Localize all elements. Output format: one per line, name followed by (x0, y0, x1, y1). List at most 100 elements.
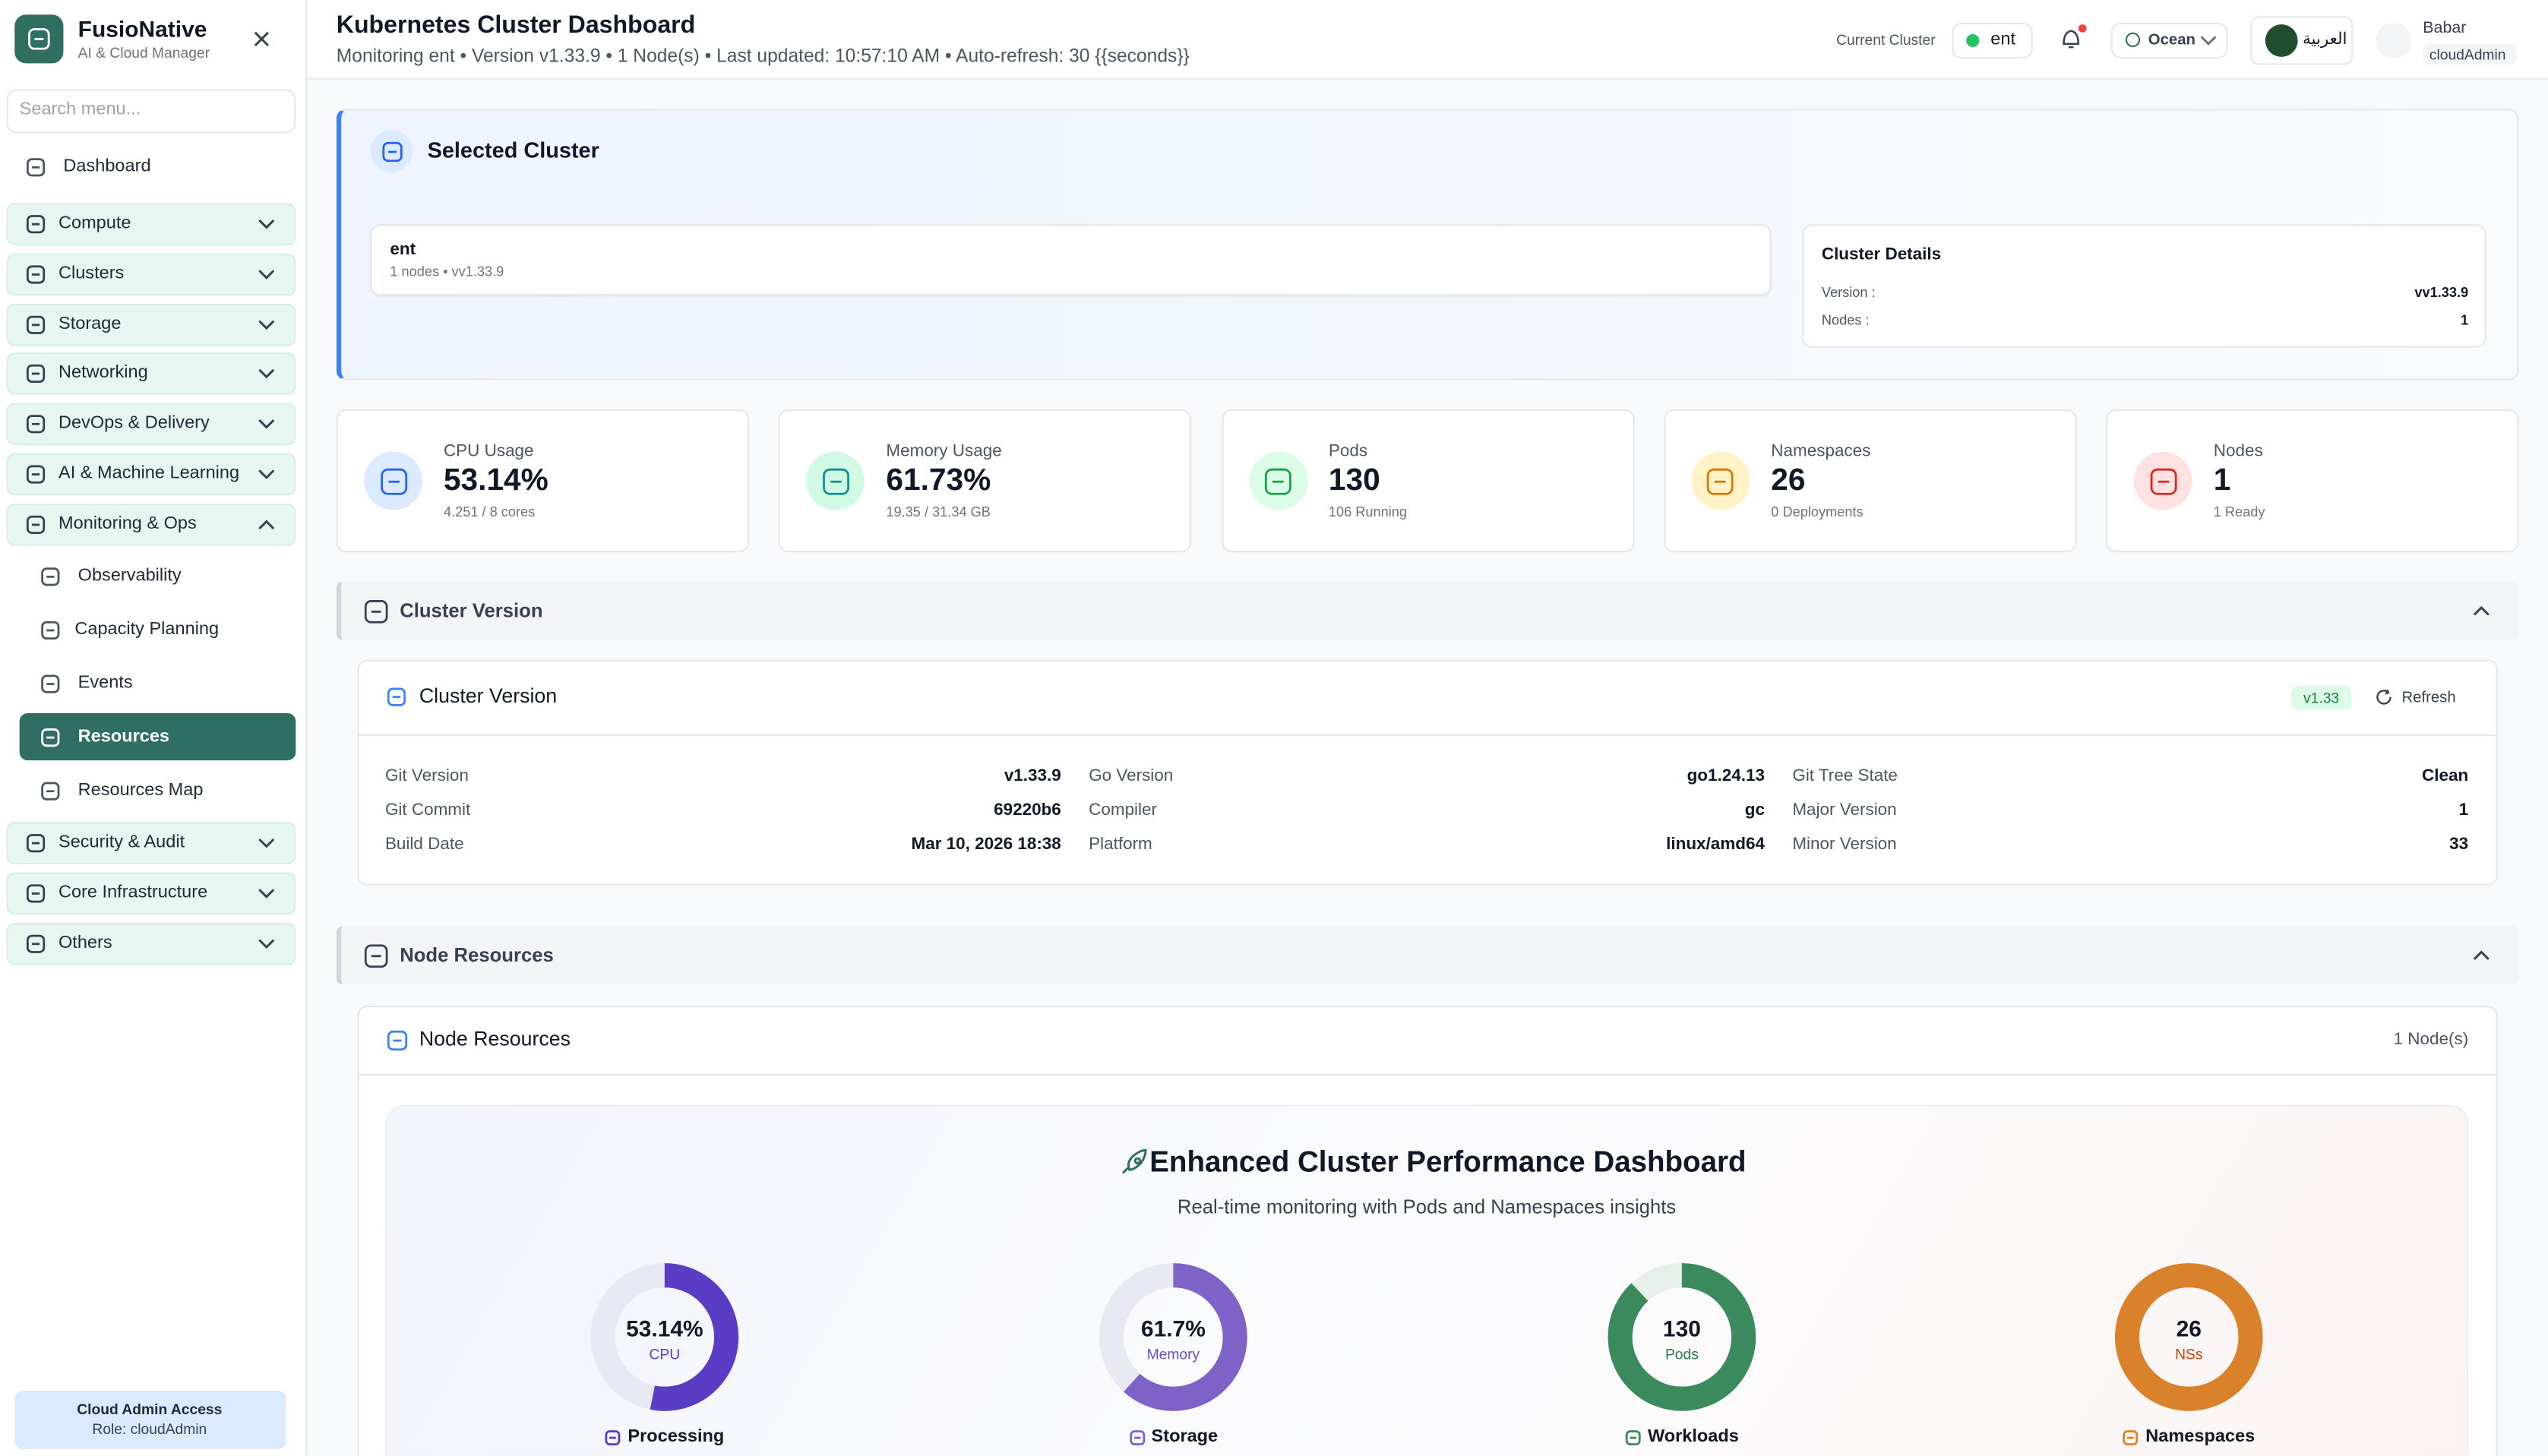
field-label: Minor Version (1792, 834, 1897, 854)
field-label: Git Tree State (1792, 766, 1898, 786)
field-label: Git Version (384, 766, 469, 786)
card-divider (357, 734, 2498, 736)
gauge-arc (1608, 1263, 1756, 1411)
nav-group[interactable] (6, 872, 296, 915)
header (307, 0, 2548, 80)
nav-group-label: Networking (58, 363, 148, 384)
gauge-caption: Workloads (1647, 1426, 1739, 1447)
icon-shape (41, 621, 60, 640)
nav-group[interactable] (6, 822, 296, 864)
field-value: Clean (2422, 766, 2469, 786)
section-title: Selected Cluster (427, 137, 599, 163)
icon (41, 728, 60, 747)
theme-pill[interactable] (2110, 22, 2228, 59)
gauge-unit: CPU (649, 1346, 681, 1363)
stat-sub: 1 Ready (2213, 503, 2265, 520)
stat-sub: 19.35 / 31.34 GB (886, 503, 991, 520)
nav-active[interactable] (19, 713, 296, 761)
refresh-button: Refresh (2401, 688, 2456, 707)
avatar[interactable] (2376, 22, 2412, 59)
nav-group-label: Storage (58, 313, 122, 333)
field-value: go1.24.13 (1687, 766, 1765, 786)
nav-group[interactable] (6, 353, 296, 396)
section-header[interactable] (336, 581, 2519, 640)
nav-group[interactable] (6, 253, 296, 295)
stat-label: Nodes (2213, 441, 2263, 461)
chevron (258, 220, 274, 229)
icon (363, 599, 387, 623)
close-icon (254, 31, 269, 46)
icon (1707, 467, 1734, 494)
gauge (590, 1263, 739, 1411)
status-dot (1966, 33, 1980, 48)
refresh-icon (2376, 689, 2392, 705)
icon (41, 621, 60, 640)
nav-group[interactable] (6, 303, 296, 346)
field-label: Platform (1089, 834, 1152, 854)
nav-group[interactable] (6, 453, 296, 496)
nav-sub-label: Resources (77, 727, 170, 747)
icon (26, 365, 46, 384)
icon (1129, 1430, 1145, 1445)
stat-value: 26 (1771, 463, 1806, 498)
nav-group[interactable] (6, 203, 296, 245)
nav-group[interactable] (6, 922, 296, 965)
cluster-pill[interactable] (1951, 22, 2033, 59)
field-value: 69220b6 (994, 800, 1061, 820)
cluster-option[interactable] (370, 224, 1772, 296)
version-card (357, 659, 2498, 886)
version-badge-text: v1.33 (2303, 689, 2340, 706)
card-title: Node Resources (419, 1027, 571, 1050)
chevron (258, 270, 274, 280)
details-title: Cluster Details (1821, 245, 1942, 265)
cluster-option-name: ent (390, 239, 416, 260)
nav-group[interactable] (6, 403, 296, 446)
icon-shape (363, 599, 387, 623)
field-label: Compiler (1089, 800, 1158, 820)
icon-shape (26, 415, 46, 434)
language-button[interactable] (2250, 16, 2354, 65)
icon-shape (2123, 1430, 2139, 1445)
chevron (258, 370, 274, 380)
user-name: Babar (2423, 19, 2467, 38)
icon (1265, 467, 1291, 494)
icon-shape (26, 465, 46, 484)
card-divider (357, 1073, 2498, 1076)
search-box[interactable] (6, 89, 296, 134)
stat-value: 130 (1328, 463, 1380, 498)
close-button[interactable] (254, 31, 270, 47)
detail-value: vv1.33.9 (2414, 284, 2469, 301)
stat-sub: 106 Running (1328, 503, 1407, 520)
chevron-shape (2200, 36, 2216, 46)
chevron-shape (258, 940, 274, 949)
section-header[interactable] (336, 926, 2519, 985)
field-label: Git Commit (384, 800, 471, 820)
chevron-shape (258, 889, 274, 899)
icon (26, 934, 46, 953)
gauge-value: 26 (2176, 1315, 2202, 1341)
section-header-title: Cluster Version (400, 599, 543, 622)
stat-value: 53.14% (443, 463, 548, 498)
nav-sub-label: Capacity Planning (74, 619, 220, 640)
cluster-label: Current Cluster (1836, 31, 1936, 49)
field-label: Major Version (1792, 800, 1897, 820)
gauge (1608, 1263, 1756, 1411)
icon (26, 314, 46, 334)
icon-shape (26, 515, 46, 534)
gauge-value: 53.14% (626, 1315, 703, 1341)
icon-shape (26, 215, 46, 234)
icon-shape (1625, 1430, 1641, 1445)
field-value: linux/amd64 (1666, 834, 1765, 854)
icon-shape (605, 1430, 621, 1445)
refresh-shape (2376, 689, 2392, 705)
gauge-arc (1099, 1263, 1247, 1411)
icon (26, 465, 46, 484)
chevron-shape (258, 370, 274, 380)
nav-group[interactable] (6, 503, 296, 546)
icon-shape (381, 141, 402, 162)
field-value: 1 (2458, 800, 2469, 820)
icon (41, 782, 60, 801)
nav-sub-hit[interactable] (20, 662, 296, 707)
notification-dot (2078, 24, 2087, 33)
